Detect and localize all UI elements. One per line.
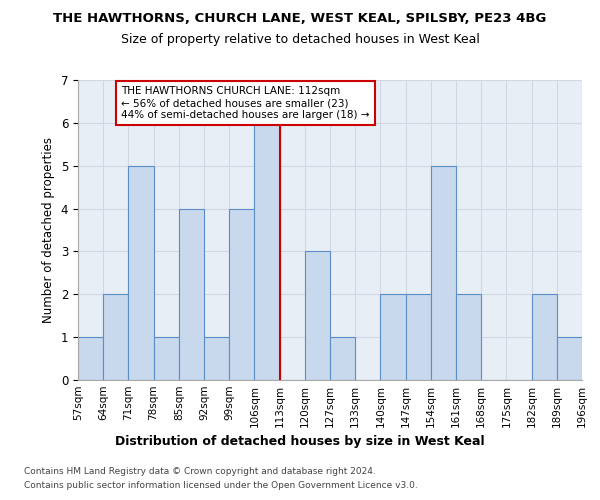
Text: Size of property relative to detached houses in West Keal: Size of property relative to detached ho… bbox=[121, 32, 479, 46]
Text: Contains HM Land Registry data © Crown copyright and database right 2024.: Contains HM Land Registry data © Crown c… bbox=[24, 468, 376, 476]
Bar bbox=[154, 337, 179, 380]
Bar bbox=[380, 294, 406, 380]
Bar bbox=[532, 294, 557, 380]
Text: Distribution of detached houses by size in West Keal: Distribution of detached houses by size … bbox=[115, 435, 485, 448]
Bar bbox=[78, 337, 103, 380]
Bar bbox=[128, 166, 154, 380]
Bar bbox=[229, 208, 254, 380]
Bar bbox=[330, 337, 355, 380]
Bar bbox=[431, 166, 456, 380]
Bar bbox=[406, 294, 431, 380]
Bar bbox=[179, 208, 204, 380]
Bar bbox=[456, 294, 481, 380]
Bar bbox=[103, 294, 128, 380]
Text: THE HAWTHORNS CHURCH LANE: 112sqm
← 56% of detached houses are smaller (23)
44% : THE HAWTHORNS CHURCH LANE: 112sqm ← 56% … bbox=[121, 86, 370, 120]
Bar bbox=[305, 252, 330, 380]
Text: THE HAWTHORNS, CHURCH LANE, WEST KEAL, SPILSBY, PE23 4BG: THE HAWTHORNS, CHURCH LANE, WEST KEAL, S… bbox=[53, 12, 547, 26]
Y-axis label: Number of detached properties: Number of detached properties bbox=[42, 137, 55, 323]
Text: Contains public sector information licensed under the Open Government Licence v3: Contains public sector information licen… bbox=[24, 481, 418, 490]
Bar bbox=[254, 123, 280, 380]
Bar bbox=[557, 337, 582, 380]
Bar bbox=[204, 337, 229, 380]
